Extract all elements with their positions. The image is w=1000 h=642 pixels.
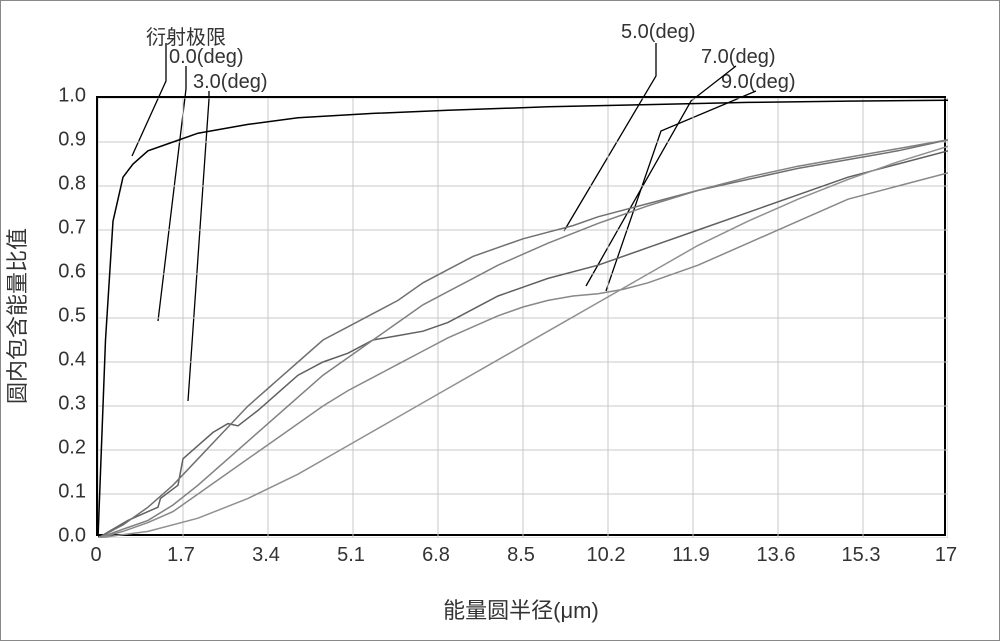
x-tick-label: 10.2	[587, 544, 626, 567]
plot-svg	[98, 98, 948, 538]
y-tick-label: 1.0	[58, 85, 86, 108]
y-tick-label: 0.4	[58, 349, 86, 372]
y-tick-label: 0.7	[58, 217, 86, 240]
x-tick-label: 6.8	[422, 544, 450, 567]
y-tick-label: 0.6	[58, 261, 86, 284]
figure-container: 衍射极限0.0(deg)3.0(deg)5.0(deg)7.0(deg)9.0(…	[0, 0, 1000, 641]
callout-label: 5.0(deg)	[621, 21, 696, 44]
x-axis-label: 能量圆半径(μm)	[443, 593, 599, 625]
y-tick-label: 0.0	[58, 525, 86, 548]
x-tick-label: 17	[935, 544, 957, 567]
x-tick-label: 3.4	[252, 544, 280, 567]
x-tick-label: 11.9	[672, 544, 709, 567]
x-tick-label: 0	[90, 544, 101, 567]
callout-label: 9.0(deg)	[721, 71, 796, 94]
x-tick-label: 5.1	[337, 544, 365, 567]
x-tick-label: 13.6	[757, 544, 796, 567]
x-tick-label: 8.5	[507, 544, 535, 567]
callout-label: 0.0(deg)	[169, 46, 244, 69]
plot-area	[96, 96, 946, 536]
callout-label: 7.0(deg)	[701, 46, 776, 69]
y-tick-label: 0.1	[58, 481, 86, 504]
x-tick-label: 15.3	[842, 544, 881, 567]
callout-label: 3.0(deg)	[193, 71, 268, 94]
y-tick-label: 0.9	[58, 129, 86, 152]
y-tick-label: 0.3	[58, 393, 86, 416]
y-tick-label: 0.5	[58, 305, 86, 328]
y-tick-label: 0.2	[58, 437, 86, 460]
y-axis-label: 圆内包含能量比值	[0, 228, 32, 404]
y-tick-label: 0.8	[58, 173, 86, 196]
x-tick-label: 1.7	[167, 544, 195, 567]
